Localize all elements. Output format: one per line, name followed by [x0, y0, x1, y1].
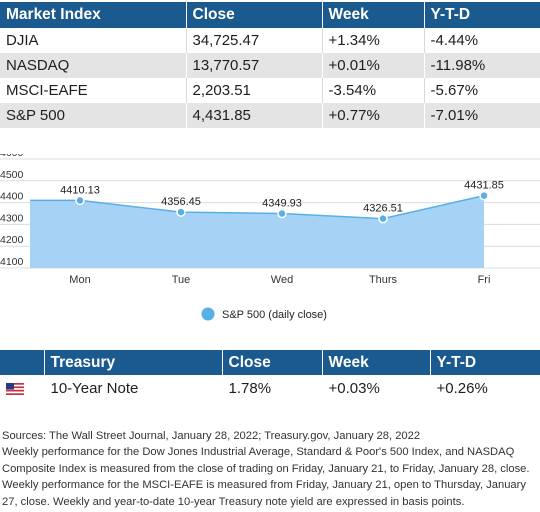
sp500-area-chart: 410042004300440045004600 4410.134356.454… [0, 154, 540, 321]
index-name: DJIA [0, 28, 186, 53]
data-point [176, 207, 186, 217]
series-line [30, 194, 485, 220]
y-tick-label: 4500 [0, 169, 24, 181]
data-label: 4431.85 [464, 180, 504, 192]
data-point [75, 195, 85, 206]
y-tick-label: 4100 [0, 256, 24, 268]
index-name: S&P 500 [0, 103, 186, 128]
market-table-header: Market Index Close Week Y-T-D [0, 2, 540, 28]
footnotes: Sources: The Wall Street Journal, Januar… [0, 428, 540, 510]
index-name: MSCI-EAFE [0, 78, 186, 103]
legend-marker [201, 307, 215, 321]
data-label: 4326.51 [363, 203, 403, 215]
header-week: Week [321, 2, 424, 28]
header-week: Week [321, 350, 430, 375]
treasury-close: 1.78% [221, 375, 322, 402]
x-tick-label: Tue [172, 274, 191, 286]
legend-label: S&P 500 (daily close) [222, 309, 327, 321]
x-tick-label: Wed [271, 274, 293, 286]
header-market-index: Market Index [0, 2, 186, 28]
table-row: DJIA 34,725.47 +1.34% -4.44% [0, 28, 540, 53]
y-tick-label: 4200 [0, 234, 24, 246]
y-tick-label: 4400 [0, 191, 24, 203]
header-flag-spacer [0, 350, 44, 375]
index-name: NASDAQ [0, 53, 186, 78]
y-axis-ticks: 4100 4200 4300 4400 4500 4600 [0, 154, 24, 268]
flag-cell [0, 375, 44, 402]
index-ytd: -7.01% [423, 103, 540, 128]
index-close: 4,431.85 [185, 103, 322, 128]
data-point [479, 190, 489, 201]
methodology-note: Weekly performance for the Dow Jones Ind… [2, 446, 530, 508]
treasury-table: Treasury Close Week Y-T-D 10-Year Note 1… [0, 350, 540, 402]
treasury-ytd: +0.26% [429, 375, 540, 402]
header-close: Close [221, 350, 322, 375]
index-week: +0.01% [321, 53, 424, 78]
table-row: 10-Year Note 1.78% +0.03% +0.26% [0, 375, 540, 402]
header-ytd: Y-T-D [429, 350, 540, 375]
header-treasury: Treasury [43, 350, 222, 375]
table-row: MSCI-EAFE 2,203.51 -3.54% -5.67% [0, 78, 540, 103]
x-tick-label: Fri [478, 274, 491, 286]
chart-points [75, 190, 489, 224]
index-ytd: -5.67% [423, 78, 540, 103]
sources-note: Sources: The Wall Street Journal, Januar… [2, 430, 421, 442]
data-label: 4356.45 [161, 196, 201, 208]
x-axis-ticks: Mon Tue Wed Thurs Fri [69, 274, 490, 286]
x-tick-label: Thurs [369, 274, 398, 286]
treasury-week: +0.03% [321, 375, 430, 402]
y-tick-label: 4600 [0, 154, 24, 159]
table-row: NASDAQ 13,770.57 +0.01% -11.98% [0, 53, 540, 78]
data-label: 4410.13 [60, 184, 100, 196]
market-index-table: Market Index Close Week Y-T-D DJIA 34,72… [0, 2, 540, 128]
index-week: -3.54% [321, 78, 424, 103]
data-point [277, 208, 287, 219]
index-close: 34,725.47 [185, 28, 322, 53]
chart-legend: S&P 500 (daily close) [201, 307, 327, 321]
chart-area-layer [30, 194, 485, 268]
index-close: 2,203.51 [185, 78, 322, 103]
index-close: 13,770.57 [185, 53, 322, 78]
series-area-fill [30, 195, 484, 268]
index-ytd: -4.44% [423, 28, 540, 53]
x-tick-label: Mon [69, 274, 90, 286]
chart-data-labels: 4410.13 4356.45 4349.93 4326.51 4431.85 [60, 180, 504, 215]
index-week: +0.77% [321, 103, 424, 128]
y-tick-label: 4300 [0, 212, 24, 224]
us-flag-icon [6, 383, 24, 396]
data-label: 4349.93 [262, 198, 302, 210]
header-close: Close [185, 2, 322, 28]
treasury-label: 10-Year Note [43, 375, 222, 402]
data-point [378, 213, 388, 224]
treasury-table-header: Treasury Close Week Y-T-D [0, 350, 540, 375]
index-ytd: -11.98% [423, 53, 540, 78]
index-week: +1.34% [321, 28, 424, 53]
table-row: S&P 500 4,431.85 +0.77% -7.01% [0, 103, 540, 128]
header-ytd: Y-T-D [423, 2, 540, 28]
